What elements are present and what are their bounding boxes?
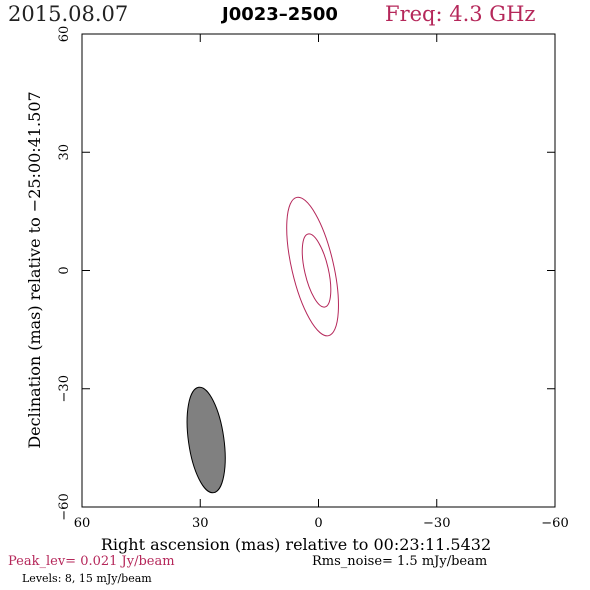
contour-levels: Levels: 8, 15 mJy/beam: [22, 572, 152, 585]
contour-level-15: [301, 233, 332, 308]
contour-level-8: [286, 196, 339, 337]
plot-frame: [81, 33, 556, 508]
axis-ticks: [81, 33, 556, 508]
x-tick-label: −60: [541, 516, 568, 531]
peak-level: Peak_lev= 0.021 Jy/beam: [8, 554, 175, 569]
y-axis-label: Declination (mas) relative to −25:00:41.…: [25, 91, 44, 448]
x-tick-label: 30: [192, 516, 209, 531]
x-tick-label: 60: [74, 516, 91, 531]
rms-noise: Rms_noise= 1.5 mJy/beam: [312, 554, 488, 569]
x-tick-label: 0: [314, 516, 322, 531]
y-tick-label: 60: [57, 26, 72, 43]
y-tick-labels: −60 −30 0 30 60: [57, 26, 72, 521]
beam: [186, 386, 226, 494]
observation-date: 2015.08.07: [8, 2, 129, 26]
y-tick-label: −60: [57, 493, 72, 520]
beam-ellipse: [186, 386, 226, 494]
frequency-label: Freq: 4.3 GHz: [385, 2, 536, 26]
x-tick-label: −30: [423, 516, 450, 531]
x-axis-label: Right ascension (mas) relative to 00:23:…: [101, 535, 491, 554]
y-tick-label: 0: [57, 266, 72, 274]
contour-lines: [286, 196, 339, 337]
source-name: J0023–2500: [222, 4, 338, 25]
y-tick-label: −30: [57, 375, 72, 402]
x-tick-labels: 60 30 0 −30 −60: [74, 516, 569, 531]
y-tick-label: 30: [57, 144, 72, 161]
